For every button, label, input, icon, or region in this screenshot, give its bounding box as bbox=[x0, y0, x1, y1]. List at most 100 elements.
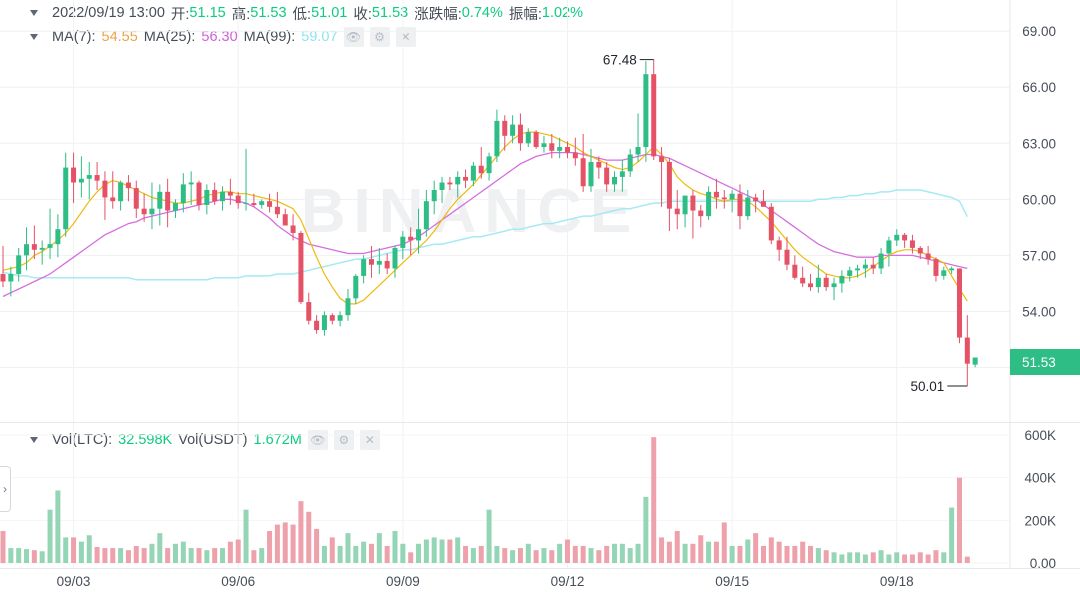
candle bbox=[949, 266, 955, 275]
open-label: 开: bbox=[170, 6, 190, 23]
volume-tick-label: 400K bbox=[1024, 471, 1056, 486]
volume-bar bbox=[172, 543, 178, 563]
candle bbox=[862, 259, 868, 278]
collapse-triangle-icon[interactable] bbox=[30, 10, 38, 16]
ma99-value: 59.07 bbox=[301, 29, 338, 45]
volume-bar bbox=[463, 545, 469, 563]
ma99-label: MA(99): bbox=[243, 29, 296, 45]
volume-bar bbox=[165, 548, 171, 563]
volume-bar bbox=[8, 548, 14, 563]
volume-bar bbox=[823, 550, 829, 563]
candle bbox=[345, 288, 351, 321]
collapse-triangle-icon[interactable] bbox=[30, 437, 38, 443]
close-icon[interactable]: ✕ bbox=[395, 27, 416, 47]
volume-bar bbox=[376, 533, 382, 563]
candle bbox=[651, 59, 657, 161]
candle bbox=[274, 191, 280, 219]
volume-bar bbox=[831, 552, 837, 563]
candle bbox=[392, 246, 398, 278]
ma25-line bbox=[2, 151, 968, 298]
candle bbox=[337, 311, 343, 327]
candle bbox=[157, 184, 163, 226]
volume-bar bbox=[737, 545, 743, 563]
candle bbox=[133, 180, 139, 219]
volume-bar bbox=[63, 537, 69, 563]
price-tick-label: 69.00 bbox=[1022, 24, 1056, 39]
candle bbox=[306, 292, 312, 325]
volume-bar bbox=[141, 548, 147, 563]
candle bbox=[47, 208, 53, 260]
volume-bar bbox=[894, 552, 900, 563]
volume-bar bbox=[666, 541, 672, 563]
volume-bar bbox=[282, 522, 288, 563]
watermark-text: BINANCE bbox=[301, 177, 639, 246]
volume-bar bbox=[721, 522, 727, 563]
ma-legend: MA(7): 54.55 MA(25): 56.30 MA(99): 59.07… bbox=[0, 26, 416, 48]
volume-bar bbox=[517, 548, 523, 563]
date-tick-label: 09/15 bbox=[715, 574, 749, 589]
volume-tick-label: 200K bbox=[1024, 513, 1056, 528]
volume-bar bbox=[698, 535, 704, 563]
candle bbox=[141, 193, 147, 222]
volume-bar bbox=[956, 477, 962, 563]
candle bbox=[455, 171, 461, 198]
volume-bar bbox=[847, 552, 853, 563]
close-label: 收: bbox=[353, 6, 372, 23]
side-expand-tab[interactable]: › bbox=[0, 466, 11, 512]
candle bbox=[588, 148, 594, 192]
volume-bar bbox=[306, 511, 312, 563]
candle bbox=[94, 161, 100, 190]
candle bbox=[690, 189, 696, 239]
candle bbox=[674, 189, 680, 230]
volume-bar bbox=[800, 541, 806, 563]
volume-bar bbox=[949, 507, 955, 563]
candle bbox=[31, 225, 37, 260]
candle bbox=[470, 161, 476, 187]
candle bbox=[63, 152, 69, 237]
candle bbox=[784, 236, 790, 271]
volume-bar bbox=[572, 545, 578, 563]
candle bbox=[698, 204, 704, 228]
low-label: 低: bbox=[292, 6, 312, 23]
volume-bar bbox=[855, 552, 861, 563]
date-tick-label: 09/18 bbox=[880, 574, 914, 589]
volume-bar bbox=[886, 554, 892, 563]
candle bbox=[933, 257, 939, 282]
volume-bar bbox=[204, 550, 210, 563]
volume-bar bbox=[157, 533, 163, 563]
vol-usdt-label: Vol(USDT) bbox=[178, 432, 248, 448]
volume-bar bbox=[31, 550, 37, 563]
volume-bar bbox=[368, 543, 374, 563]
candle bbox=[886, 236, 892, 267]
volume-bar bbox=[55, 490, 61, 563]
candle bbox=[267, 193, 273, 213]
volume-bar bbox=[909, 554, 915, 563]
visibility-eye-icon[interactable]: 👁 bbox=[343, 27, 364, 47]
volume-bar bbox=[862, 554, 868, 563]
collapse-triangle-icon[interactable] bbox=[30, 34, 38, 40]
volume-bar bbox=[220, 548, 226, 563]
candle bbox=[580, 133, 586, 192]
candle bbox=[737, 184, 743, 230]
volume-bar bbox=[188, 548, 194, 563]
candle bbox=[909, 234, 915, 254]
candle bbox=[16, 247, 22, 282]
volume-bar bbox=[0, 531, 6, 563]
candle bbox=[165, 178, 171, 228]
candle bbox=[596, 156, 602, 179]
candles bbox=[0, 59, 978, 386]
candle bbox=[259, 199, 265, 209]
candle bbox=[972, 357, 978, 368]
candle bbox=[400, 231, 406, 260]
volume-bar bbox=[423, 539, 429, 563]
candle bbox=[659, 147, 665, 207]
date-tick-label: 09/06 bbox=[221, 574, 255, 589]
candle bbox=[706, 186, 712, 220]
candle bbox=[753, 193, 759, 213]
price-tick-label: 66.00 bbox=[1022, 80, 1056, 95]
settings-gear-icon[interactable]: ⚙ bbox=[369, 27, 390, 47]
candle bbox=[956, 268, 962, 344]
candle bbox=[39, 240, 45, 265]
